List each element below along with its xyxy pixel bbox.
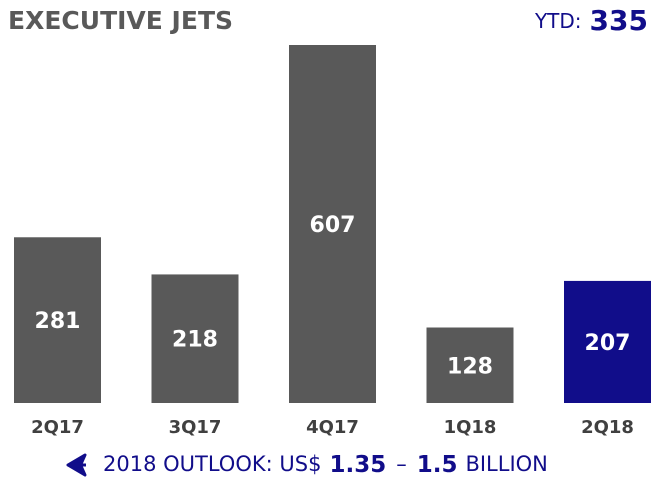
ytd: YTD: 335 xyxy=(534,4,648,37)
outlook-separator: – xyxy=(396,452,407,476)
ytd-label: YTD: xyxy=(534,9,582,33)
x-tick-label: 2Q17 xyxy=(31,417,84,438)
outlook-high: 1.5 xyxy=(417,452,458,478)
value-label: 607 xyxy=(310,213,356,238)
ytd-value: 335 xyxy=(590,4,648,37)
outlook-low: 1.35 xyxy=(329,452,386,478)
plane-icon xyxy=(66,453,87,477)
x-tick-label: 1Q18 xyxy=(444,417,497,438)
bar xyxy=(151,274,239,403)
outlook: 2018 OUTLOOK: US$ 1.35–1.5 BILLION xyxy=(103,452,548,478)
bar xyxy=(289,45,376,403)
x-tick-label: 4Q17 xyxy=(306,417,359,438)
x-tick-label: 2Q18 xyxy=(581,417,634,438)
value-label: 128 xyxy=(447,354,493,379)
value-label: 281 xyxy=(35,309,81,334)
value-label: 218 xyxy=(172,328,218,353)
outlook-suffix: BILLION xyxy=(465,452,547,476)
chart-title: EXECUTIVE JETS xyxy=(8,6,233,35)
x-tick-label: 3Q17 xyxy=(169,417,222,438)
bar xyxy=(426,327,514,403)
value-label: 207 xyxy=(585,331,631,356)
outlook-prefix: 2018 OUTLOOK: US$ xyxy=(103,452,321,476)
bar xyxy=(14,237,101,403)
bar xyxy=(564,280,651,403)
